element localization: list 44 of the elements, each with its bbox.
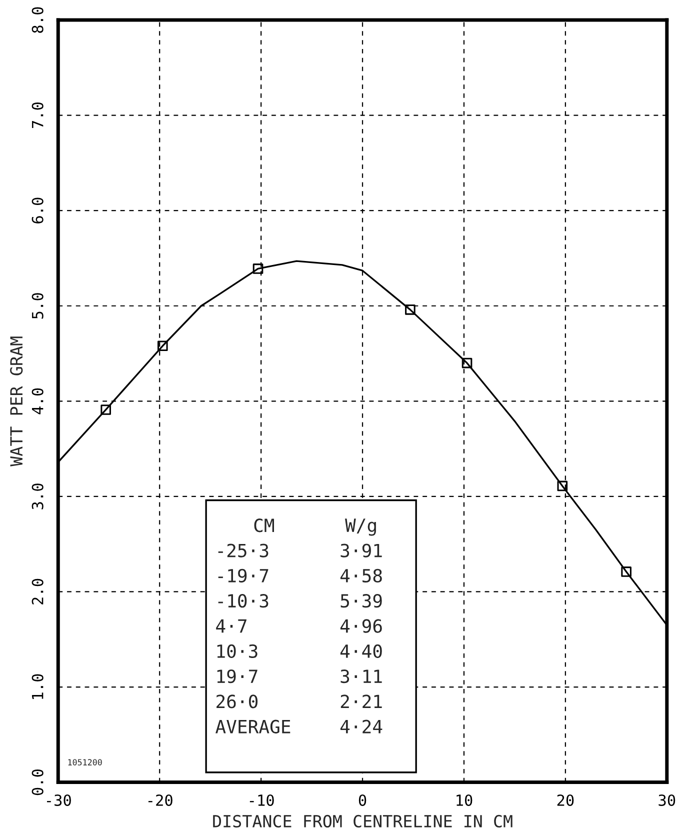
annotation: AVERAGE: [216, 720, 290, 734]
x-tick-label: 30: [658, 794, 676, 806]
annotation: 4·24: [340, 720, 382, 734]
point: [557, 480, 568, 492]
annotation: -10·3: [218, 594, 268, 608]
annotation: 2·21: [340, 694, 382, 708]
y-tick-label: 5.0: [32, 293, 44, 319]
y-tick-label: 4.0: [32, 388, 44, 414]
point: [157, 340, 168, 352]
y-tick-label: 0.0: [32, 769, 44, 796]
annotation: 26·0: [216, 694, 258, 708]
x-axis-title: DISTANCE FROM CENTRELINE IN CM: [213, 814, 512, 828]
x-tick-label: -10: [250, 794, 274, 806]
x-tick-label: -30: [47, 794, 71, 806]
annotation: 4·96: [340, 619, 382, 633]
x-tick-label: 0: [358, 794, 366, 806]
annotation: -19·7: [218, 568, 268, 583]
y-tick-label: 2.0: [32, 578, 44, 604]
x-tick-label: 20: [557, 794, 574, 806]
point: [405, 304, 416, 315]
y-tick-label: 1.0: [32, 674, 44, 699]
point: [252, 264, 264, 274]
point: [462, 358, 472, 368]
annotation: 4·7: [216, 619, 246, 633]
annotation: 4·58: [340, 568, 382, 583]
y-tick-label: 8.0: [32, 7, 44, 33]
x-tick-label: -20: [148, 794, 172, 806]
annotation: 1051200: [68, 759, 102, 766]
y-tick-label: 3.0: [32, 484, 44, 510]
annotation: 4·40: [340, 644, 382, 658]
y-tick-label: 6.0: [32, 198, 44, 224]
point: [100, 404, 111, 415]
point: [621, 566, 632, 577]
annotation: 3·11: [340, 669, 382, 684]
y-tick-label: 7.0: [32, 102, 44, 128]
annotation: 19·7: [217, 669, 258, 684]
annotation: CM: [254, 518, 274, 532]
x-tick-label: 10: [456, 794, 472, 806]
annotation: 3·91: [340, 544, 382, 558]
annotation: W/g: [344, 518, 376, 536]
y-axis-title: WATT PER GRAM: [10, 336, 23, 466]
annotation: 5·39: [340, 594, 382, 608]
annotation: 10·3: [217, 644, 258, 658]
annotation: -25·3: [218, 544, 268, 558]
